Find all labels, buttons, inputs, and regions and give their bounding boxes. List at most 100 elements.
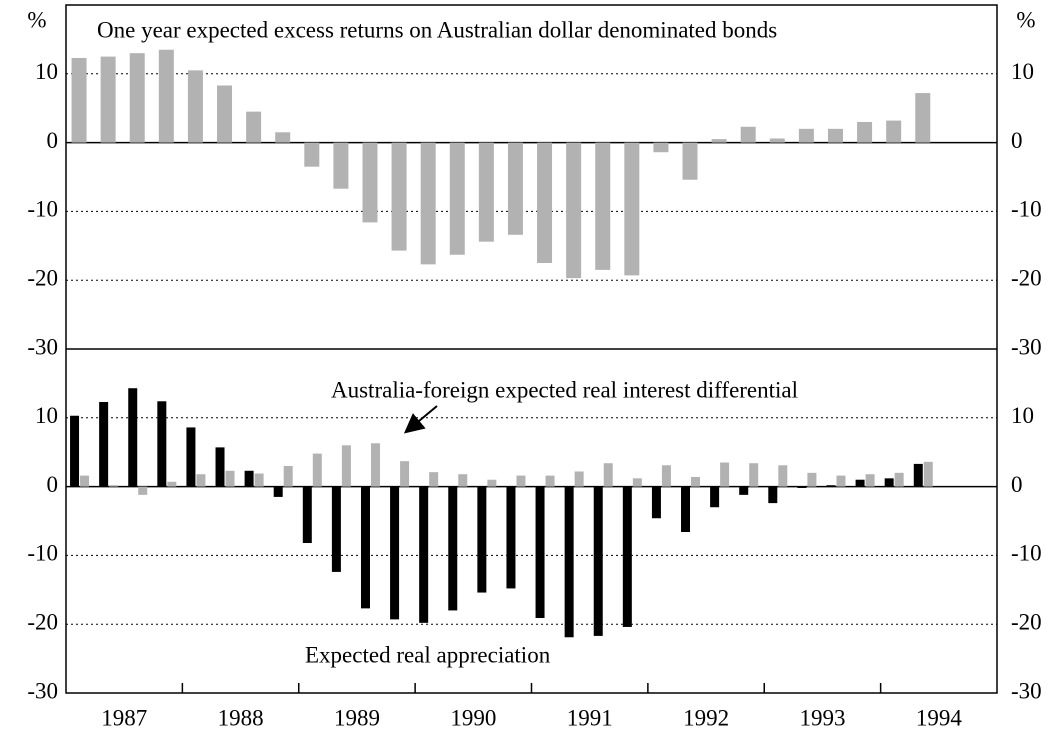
bar [458, 474, 468, 487]
bar [157, 401, 167, 487]
bar [545, 475, 555, 487]
bar [254, 473, 264, 487]
bar [884, 478, 894, 487]
x-tick-label: 1994 [916, 705, 963, 730]
bar [478, 142, 494, 242]
bar [246, 111, 262, 143]
y-tick-label: -30 [27, 334, 58, 359]
bar [186, 427, 196, 487]
y-unit-right: % [1016, 7, 1035, 32]
bar [603, 463, 613, 487]
bar [429, 472, 439, 487]
bar [129, 53, 145, 143]
bar [331, 486, 341, 572]
annotation-arrow [403, 405, 438, 434]
bar [711, 139, 727, 143]
bar [632, 478, 642, 487]
bar [449, 142, 465, 255]
bar [566, 142, 582, 279]
bar [217, 85, 233, 143]
bar [100, 56, 116, 143]
bar [244, 470, 254, 487]
bar [913, 463, 923, 487]
bar [769, 138, 785, 143]
bar [312, 453, 322, 487]
x-tick-label: 1988 [218, 705, 264, 730]
x-tick-label: 1987 [101, 705, 147, 730]
bar [778, 465, 788, 487]
bar [740, 126, 756, 143]
bar [138, 486, 148, 495]
bar [855, 479, 865, 487]
bar [691, 476, 701, 487]
bar [826, 485, 836, 487]
bar [506, 486, 516, 589]
bar [894, 472, 904, 487]
annotation: Australia-foreign expected real interest… [331, 377, 798, 402]
x-tick-label: 1989 [334, 705, 380, 730]
bar [362, 142, 378, 223]
bar [128, 388, 138, 487]
bar [391, 142, 407, 251]
bar [420, 142, 436, 265]
bar [370, 443, 380, 487]
bar [507, 142, 523, 235]
y-tick-label: -20 [27, 265, 58, 290]
bar [304, 142, 320, 167]
bar [886, 120, 902, 143]
y-tick-label-right: 0 [1011, 128, 1023, 153]
bar [516, 475, 526, 487]
x-tick-label: 1993 [799, 705, 845, 730]
y-tick-label-right: -20 [1011, 265, 1042, 290]
bar [360, 486, 370, 609]
y-tick-label-right: 10 [1011, 59, 1034, 84]
y-tick-label: 10 [35, 59, 58, 84]
bar [341, 445, 351, 487]
y-unit: % [27, 7, 46, 32]
bar [333, 142, 349, 189]
bar [574, 471, 584, 487]
bar [595, 142, 611, 270]
bar [827, 128, 843, 143]
bar [302, 486, 312, 544]
bar [593, 486, 603, 636]
bar [797, 486, 807, 488]
bar [564, 486, 574, 638]
bar [448, 486, 458, 611]
y-tick-label-right: 10 [1011, 403, 1034, 428]
bar [535, 486, 545, 619]
bar [915, 93, 931, 143]
bar [857, 121, 873, 143]
y-tick-label-right: 0 [1011, 472, 1023, 497]
bar [109, 485, 119, 487]
y-tick-label-right: -10 [1011, 541, 1042, 566]
bar [923, 461, 933, 487]
bar [661, 465, 671, 487]
bar [487, 479, 497, 487]
bar [225, 470, 235, 487]
bar [651, 486, 661, 519]
bar [807, 472, 817, 487]
bar [99, 401, 109, 487]
bar [283, 465, 293, 487]
bar [167, 481, 177, 487]
bar [158, 49, 174, 143]
bar [622, 486, 632, 627]
bar [624, 142, 640, 276]
x-tick-label: 1992 [683, 705, 729, 730]
bar [682, 142, 698, 180]
y-tick-label: -10 [27, 541, 58, 566]
bar [653, 142, 669, 153]
y-tick-label: -20 [27, 609, 58, 634]
bar [390, 486, 400, 620]
bar [537, 142, 553, 263]
y-tick-label: 0 [47, 128, 59, 153]
bar [196, 474, 206, 487]
bar [419, 486, 429, 623]
y-tick-label: 0 [47, 472, 59, 497]
bar [275, 132, 291, 143]
bar [187, 70, 203, 143]
chart-title: One year expected excess returns on Aust… [97, 17, 777, 42]
y-tick-label: -10 [27, 197, 58, 222]
